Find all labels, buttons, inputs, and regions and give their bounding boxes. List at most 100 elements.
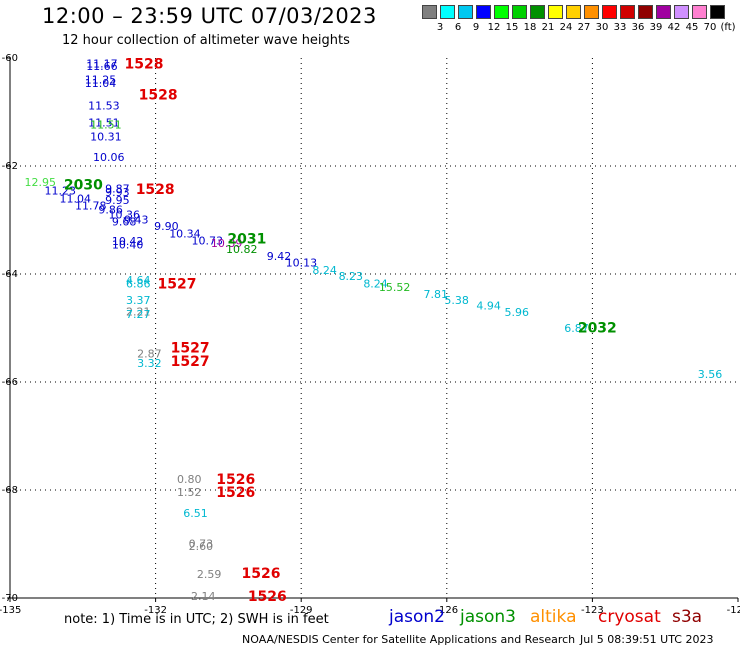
swh-value: 3.37	[126, 294, 150, 307]
swh-value: 11.66	[86, 60, 118, 73]
y-tick-label: -60	[2, 53, 18, 64]
swh-value: 5.38	[444, 294, 469, 307]
legend-swatch	[566, 5, 581, 19]
swh-value: 11.51	[90, 118, 122, 131]
legend-swatch	[494, 5, 509, 19]
swh-value: 11.25	[85, 74, 117, 87]
time-label: 2030	[64, 177, 103, 193]
y-tick-label: -64	[2, 269, 18, 280]
time-label: 1526	[248, 589, 287, 605]
time-label: 1528	[125, 56, 164, 72]
swh-value: 11.51	[88, 116, 120, 129]
swh-value: 9.42	[267, 250, 292, 263]
swh-value: 10.39	[211, 237, 243, 250]
y-tick-label: -66	[2, 377, 18, 388]
swh-value: 8.24	[363, 278, 388, 291]
legend-label: 33	[613, 22, 627, 33]
legend-label: 15	[505, 22, 519, 33]
credit-line: NOAA/NESDIS Center for Satellite Applica…	[242, 633, 576, 646]
legend-label: 39	[649, 22, 663, 33]
swh-value: 10.73	[192, 235, 224, 248]
swh-value: 11.78	[75, 199, 107, 212]
swh-value: 10.13	[286, 257, 318, 270]
x-tick-label: -132	[144, 605, 167, 616]
data-marks: 11.1711.6611.2511.0411.5311.5111.5110.31…	[25, 56, 723, 605]
time-label: 1527	[171, 340, 210, 356]
swh-value: 0.73	[189, 537, 214, 550]
legend-label: 24	[559, 22, 573, 33]
x-tick-label: -123	[581, 605, 604, 616]
swh-value: 6.86	[126, 278, 150, 291]
satellite-jason2: jason2	[389, 607, 445, 627]
swh-value: 12.95	[25, 176, 56, 189]
legend-swatch	[422, 5, 437, 19]
axis-ticks: -135 -132 -129 -126 -123 -120 -60 -62 -64 -66 -68 -…	[0, 53, 740, 616]
legend-swatch	[440, 5, 455, 19]
time-label: 1527	[171, 354, 210, 370]
satellite-altika: altika	[530, 607, 577, 627]
swh-value: 11.53	[88, 100, 120, 113]
swh-value: 2.87	[137, 347, 162, 360]
legend-swatch	[512, 5, 527, 19]
y-tick-label: -70	[2, 593, 18, 604]
swh-value: 2.21	[126, 305, 150, 318]
legend-swatch	[656, 5, 671, 19]
swh-value: 10.40	[112, 238, 144, 251]
legend-label: 36	[631, 22, 645, 33]
satellite-cryosat: cryosat	[598, 607, 661, 627]
time-label: 1526	[242, 566, 281, 582]
time-label: 1528	[136, 182, 175, 198]
x-tick-label: -135	[0, 605, 21, 616]
swh-value: 9.68	[112, 216, 137, 229]
swh-value: 4.94	[476, 299, 501, 312]
legend-swatch	[620, 5, 635, 19]
grid-lines	[10, 58, 738, 598]
legend-label: 45	[685, 22, 699, 33]
legend-swatch	[692, 5, 707, 19]
swh-value: 9.86	[98, 204, 123, 217]
legend-label: 18	[523, 22, 537, 33]
y-tick-label: -68	[2, 485, 18, 496]
swh-value: 8.24	[312, 264, 337, 277]
x-tick-label: -129	[290, 605, 313, 616]
chart-subtitle: 12 hour collection of altimeter wave hei…	[62, 33, 350, 48]
legend-label: 3	[436, 22, 444, 33]
swh-value: 10.06	[93, 151, 125, 164]
legend-label: 70	[703, 22, 717, 33]
legend-swatch	[674, 5, 689, 19]
legend-label: 12	[487, 22, 501, 33]
time-label: 1526	[216, 472, 255, 488]
swh-value: 9.43	[124, 213, 149, 226]
x-tick-label: -126	[435, 605, 458, 616]
legend-swatch	[548, 5, 563, 19]
swh-value: 9.90	[154, 220, 179, 233]
time-label: 2031	[227, 231, 266, 247]
legend-swatch	[476, 5, 491, 19]
chart-title: 12:00 – 23:59 UTC 07/03/2023	[42, 4, 377, 28]
legend-swatch	[638, 5, 653, 19]
legend-swatch	[584, 5, 599, 19]
swh-value: 10.34	[169, 228, 201, 241]
swh-value: 15.52	[379, 281, 411, 294]
swh-value: 2.14	[191, 590, 216, 603]
swh-value: 3.32	[137, 357, 162, 370]
satellite-s3a: s3a	[672, 607, 703, 627]
legend-label: 21	[541, 22, 555, 33]
time-label: 1526	[216, 485, 255, 501]
swh-value: 8.23	[339, 270, 364, 283]
plot-frame	[9, 58, 738, 599]
legend-label: (ft)	[720, 22, 736, 33]
y-tick-label: -62	[2, 161, 18, 172]
legend-swatch	[602, 5, 617, 19]
time-label: 2032	[578, 320, 617, 336]
swh-value: 9.93	[105, 186, 130, 199]
legend-label: 9	[472, 22, 480, 33]
legend-label: 27	[577, 22, 591, 33]
legend-swatch	[458, 5, 473, 19]
units-note: note: 1) Time is in UTC; 2) SWH is in fe…	[64, 612, 329, 627]
generated-timestamp: Jul 5 08:39:51 UTC 2023	[580, 633, 714, 646]
swh-value: 9.87	[105, 183, 130, 196]
legend-label: 30	[595, 22, 609, 33]
